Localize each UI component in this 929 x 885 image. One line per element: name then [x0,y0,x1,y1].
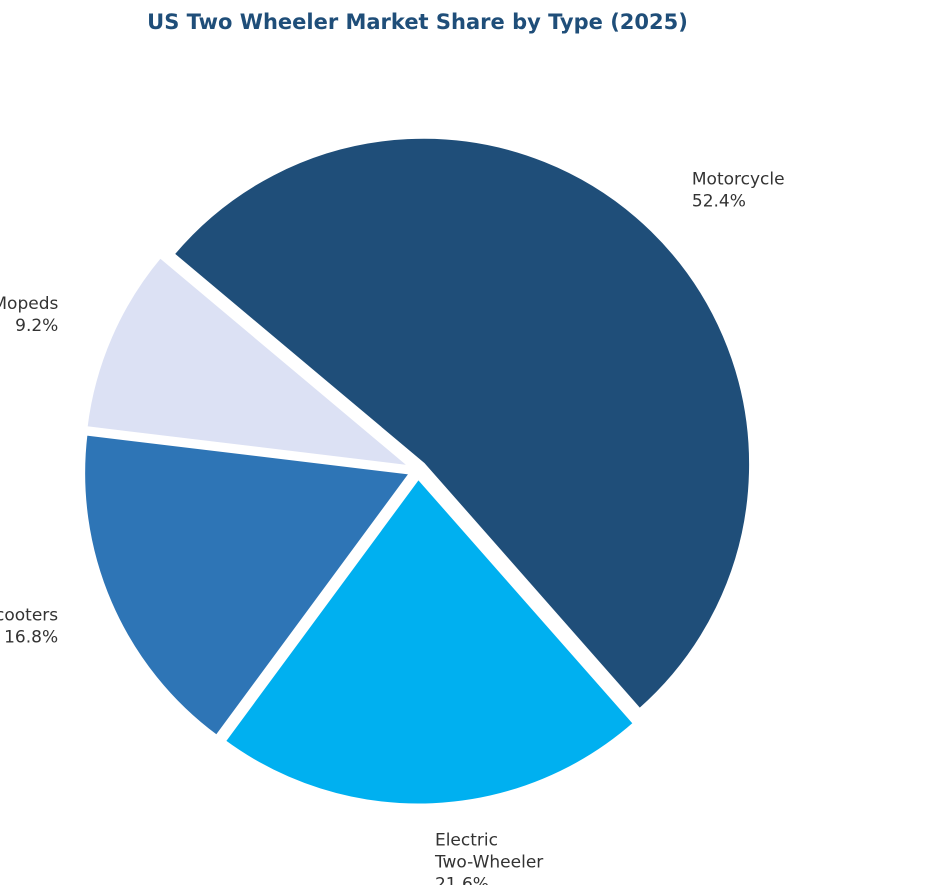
slice-label-electric-two-wheeler: Electric Two-Wheeler 21.6% [434,831,543,885]
slice-value-label: 9.2% [15,316,58,336]
pie-slice-mopeds [84,254,416,469]
slice-name-label: Mopeds [0,294,58,314]
slice-name-label: Scooters [0,605,58,625]
slice-value-label: 21.6% [435,875,489,885]
slice-value-label: 16.8% [4,627,58,647]
slice-label-mopeds: Mopeds9.2% [0,294,58,336]
pie-slice-scooters [82,432,414,739]
slice-label-motorcycle: Motorcycle 52.4% [692,170,785,212]
pie-slices [82,135,753,807]
chart-title: US Two Wheeler Market Share by Type (202… [147,10,688,34]
slice-name-label: Two-Wheeler [434,853,543,873]
slice-name-label: Motorcycle [692,170,785,190]
slice-name-label: Electric [435,831,498,851]
pie-slice-electric-two-wheeler [222,475,637,807]
pie-slice-motorcycle [170,135,753,712]
slice-value-label: 52.4% [692,192,746,212]
slice-label-scooters: Scooters16.8% [0,605,58,647]
